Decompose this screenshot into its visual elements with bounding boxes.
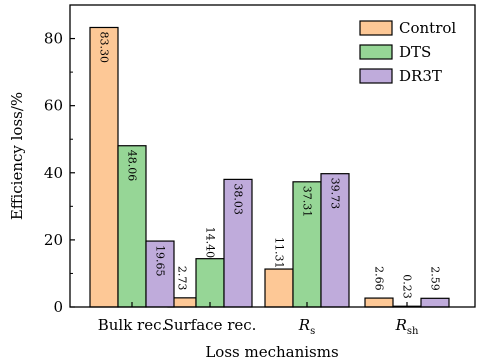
x-axis-title: Loss mechanisms — [205, 343, 338, 361]
bars-layer — [89, 26, 450, 308]
data-label-dts-2: 37.31 — [301, 186, 314, 218]
x-tick-label-3: Rsh — [395, 316, 419, 337]
bar-control-2 — [264, 268, 294, 308]
y-tick-label-0: 0 — [53, 298, 63, 316]
data-label-control-1: 2.73 — [176, 266, 189, 291]
data-label-dts-3: 0.23 — [401, 274, 414, 299]
data-label-dr3t-2: 39.73 — [329, 178, 342, 210]
bar-dts-0 — [117, 145, 147, 308]
legend: Control DTS DR3T — [359, 19, 456, 85]
y-axis-title: Efficiency loss/% — [8, 92, 26, 220]
x-tick-label-1: Surface rec. — [164, 316, 257, 334]
data-label-control-2: 11.31 — [273, 237, 286, 268]
data-labels-layer: 83.30 2.73 11.31 2.66 48.06 14.40 37.31 0.23 19.… — [98, 31, 442, 298]
data-label-control-0: 83.30 — [98, 31, 111, 63]
data-label-dr3t-3: 2.59 — [429, 266, 442, 291]
data-label-dr3t-1: 38.03 — [232, 183, 245, 215]
data-label-control-3: 2.66 — [373, 266, 386, 291]
bar-control-3 — [364, 297, 394, 308]
bar-control-0 — [89, 26, 119, 308]
data-label-dts-1: 14.40 — [204, 227, 217, 259]
legend-label-control: Control — [399, 19, 456, 37]
bar-dr3t-1 — [223, 178, 253, 308]
y-tick-label-20: 20 — [44, 231, 63, 249]
x-axis: Bulk rec.Surface rec. Rs Rsh — [98, 302, 419, 337]
bar-dr3t-0 — [145, 240, 175, 308]
data-label-dr3t-0: 19.65 — [154, 245, 167, 277]
legend-swatch-dts — [359, 44, 393, 60]
legend-label-dr3t: DR3T — [399, 67, 442, 85]
y-axis: 0 20 40 60 80 — [44, 30, 75, 316]
y-tick-label-60: 60 — [44, 97, 63, 115]
legend-label-dts: DTS — [399, 43, 431, 61]
bar-dr3t-3 — [420, 297, 450, 308]
x-tick-label-0: Bulk rec. — [98, 316, 167, 334]
legend-swatch-control — [359, 20, 393, 36]
bar-dts-1 — [195, 258, 225, 308]
plot-frame — [69, 4, 476, 308]
x-tick-label-2: Rs — [298, 316, 315, 337]
data-label-dts-0: 48.06 — [126, 150, 139, 182]
legend-swatch-dr3t — [359, 68, 393, 84]
y-tick-label-40: 40 — [44, 164, 63, 182]
y-tick-label-80: 80 — [44, 30, 63, 48]
